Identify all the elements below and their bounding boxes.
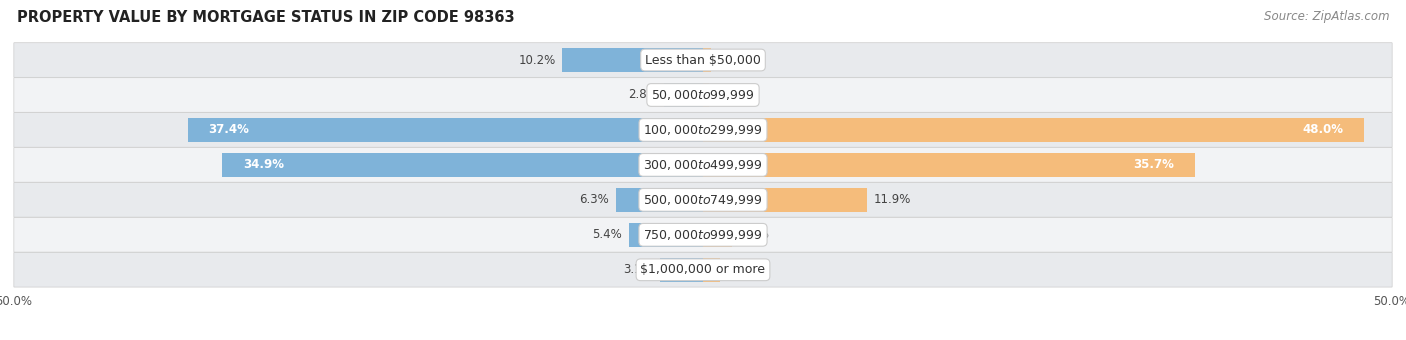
Bar (222, 153, 703, 177)
Text: 5.4%: 5.4% (592, 228, 621, 241)
Bar (661, 257, 703, 282)
Bar (703, 118, 1364, 142)
Text: Source: ZipAtlas.com: Source: ZipAtlas.com (1264, 10, 1389, 23)
Text: $1,000,000 or more: $1,000,000 or more (641, 263, 765, 276)
Bar (628, 223, 703, 247)
Text: 11.9%: 11.9% (875, 193, 911, 206)
Bar (703, 153, 1195, 177)
Text: 1.2%: 1.2% (727, 263, 756, 276)
Text: 37.4%: 37.4% (208, 123, 249, 136)
Text: 48.0%: 48.0% (1303, 123, 1344, 136)
Bar (562, 48, 703, 72)
FancyBboxPatch shape (14, 113, 1392, 147)
FancyBboxPatch shape (14, 183, 1392, 217)
Bar (703, 223, 733, 247)
Text: 35.7%: 35.7% (1133, 158, 1174, 171)
Bar (187, 118, 703, 142)
Bar (665, 83, 703, 107)
FancyBboxPatch shape (14, 253, 1392, 287)
Bar (703, 188, 868, 212)
Text: Less than $50,000: Less than $50,000 (645, 53, 761, 67)
Text: 10.2%: 10.2% (519, 53, 555, 67)
Text: 34.9%: 34.9% (243, 158, 284, 171)
Text: $300,000 to $499,999: $300,000 to $499,999 (644, 158, 762, 172)
Text: 6.3%: 6.3% (579, 193, 609, 206)
FancyBboxPatch shape (14, 148, 1392, 182)
Bar (616, 188, 703, 212)
Text: 2.1%: 2.1% (738, 228, 769, 241)
FancyBboxPatch shape (14, 43, 1392, 77)
Text: 2.8%: 2.8% (628, 88, 658, 101)
Bar (703, 83, 710, 107)
FancyBboxPatch shape (14, 218, 1392, 252)
Text: $50,000 to $99,999: $50,000 to $99,999 (651, 88, 755, 102)
Legend: Without Mortgage, With Mortgage: Without Mortgage, With Mortgage (578, 335, 828, 340)
Bar (703, 257, 720, 282)
FancyBboxPatch shape (14, 78, 1392, 112)
Bar (703, 48, 711, 72)
Text: PROPERTY VALUE BY MORTGAGE STATUS IN ZIP CODE 98363: PROPERTY VALUE BY MORTGAGE STATUS IN ZIP… (17, 10, 515, 25)
Text: 3.1%: 3.1% (624, 263, 654, 276)
Text: $500,000 to $749,999: $500,000 to $749,999 (644, 193, 762, 207)
Text: $750,000 to $999,999: $750,000 to $999,999 (644, 228, 762, 242)
Text: $100,000 to $299,999: $100,000 to $299,999 (644, 123, 762, 137)
Text: 0.46%: 0.46% (716, 88, 754, 101)
Text: 0.61%: 0.61% (718, 53, 755, 67)
